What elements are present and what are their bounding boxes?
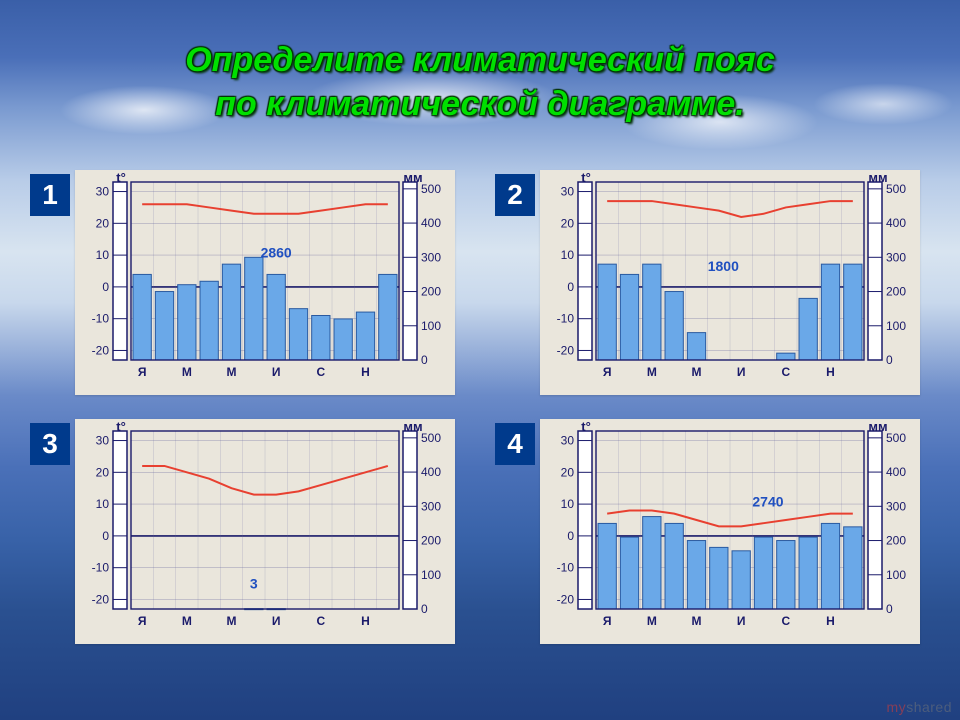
svg-text:300: 300 [886, 250, 906, 264]
svg-text:мм: мм [403, 170, 422, 185]
svg-text:20: 20 [96, 465, 110, 479]
svg-text:0: 0 [567, 529, 574, 543]
svg-text:-10: -10 [557, 312, 575, 326]
svg-text:М: М [692, 614, 702, 628]
watermark-suffix: shared [906, 699, 952, 715]
svg-text:300: 300 [421, 499, 441, 513]
svg-text:2740: 2740 [752, 493, 783, 509]
svg-text:И: И [737, 365, 746, 379]
svg-text:0: 0 [421, 353, 428, 367]
svg-text:500: 500 [421, 431, 441, 445]
svg-text:-20: -20 [92, 343, 110, 357]
svg-text:200: 200 [886, 285, 906, 299]
svg-text:10: 10 [561, 248, 575, 262]
svg-text:400: 400 [421, 216, 441, 230]
svg-text:И: И [737, 614, 746, 628]
svg-text:Я: Я [603, 614, 612, 628]
svg-text:мм: мм [403, 419, 422, 434]
svg-text:500: 500 [886, 182, 906, 196]
svg-text:300: 300 [886, 499, 906, 513]
svg-text:t°: t° [581, 170, 591, 185]
svg-text:100: 100 [421, 319, 441, 333]
svg-text:М: М [182, 614, 192, 628]
svg-text:Я: Я [603, 365, 612, 379]
svg-text:500: 500 [421, 182, 441, 196]
svg-text:0: 0 [567, 280, 574, 294]
svg-text:М: М [227, 614, 237, 628]
svg-text:-20: -20 [557, 343, 575, 357]
climate-chart-4: 2740-20-1001020300100200300400500t°ммЯММ… [540, 419, 920, 644]
svg-text:Н: Н [826, 614, 835, 628]
svg-text:0: 0 [886, 602, 893, 616]
svg-text:М: М [647, 365, 657, 379]
title-line-2: по климатической диаграмме. [215, 85, 745, 123]
svg-text:3: 3 [250, 575, 258, 591]
svg-text:С: С [781, 614, 790, 628]
svg-text:-20: -20 [557, 592, 575, 606]
svg-text:t°: t° [581, 419, 591, 434]
climate-chart-2: 1800-20-1001020300100200300400500t°ммЯММ… [540, 170, 920, 395]
svg-text:500: 500 [886, 431, 906, 445]
svg-text:М: М [227, 365, 237, 379]
svg-text:300: 300 [421, 250, 441, 264]
svg-text:И: И [272, 614, 281, 628]
svg-text:С: С [781, 365, 790, 379]
svg-text:t°: t° [116, 419, 126, 434]
svg-text:мм: мм [868, 170, 887, 185]
svg-text:М: М [692, 365, 702, 379]
badge-1: 1 [30, 174, 70, 216]
charts-grid: 1 2860-20-1001020300100200300400500t°ммЯ… [30, 170, 930, 644]
svg-text:t°: t° [116, 170, 126, 185]
svg-text:10: 10 [561, 497, 575, 511]
svg-text:20: 20 [96, 216, 110, 230]
svg-text:30: 30 [561, 185, 575, 199]
badge-4: 4 [495, 423, 535, 465]
svg-text:М: М [182, 365, 192, 379]
svg-text:Н: Н [361, 614, 370, 628]
watermark: myshared [887, 699, 952, 715]
svg-text:400: 400 [886, 216, 906, 230]
title-line-1: Определите климатический пояс [185, 41, 775, 79]
svg-text:Я: Я [138, 365, 147, 379]
climate-chart-1: 2860-20-1001020300100200300400500t°ммЯММ… [75, 170, 455, 395]
svg-text:100: 100 [886, 568, 906, 582]
svg-text:200: 200 [886, 534, 906, 548]
svg-text:0: 0 [886, 353, 893, 367]
svg-text:0: 0 [102, 280, 109, 294]
svg-text:Н: Н [361, 365, 370, 379]
svg-text:0: 0 [102, 529, 109, 543]
svg-text:20: 20 [561, 465, 575, 479]
badge-3: 3 [30, 423, 70, 465]
svg-text:10: 10 [96, 497, 110, 511]
svg-text:100: 100 [886, 319, 906, 333]
svg-text:20: 20 [561, 216, 575, 230]
svg-text:1800: 1800 [708, 258, 739, 274]
svg-text:100: 100 [421, 568, 441, 582]
svg-text:-20: -20 [92, 592, 110, 606]
slide-title: Определите климатический пояс по климати… [0, 38, 960, 126]
svg-text:-10: -10 [557, 561, 575, 575]
svg-text:С: С [316, 365, 325, 379]
svg-text:400: 400 [421, 465, 441, 479]
svg-text:-10: -10 [92, 561, 110, 575]
svg-text:30: 30 [96, 185, 110, 199]
svg-text:200: 200 [421, 534, 441, 548]
svg-text:мм: мм [868, 419, 887, 434]
svg-text:Н: Н [826, 365, 835, 379]
svg-text:М: М [647, 614, 657, 628]
svg-text:0: 0 [421, 602, 428, 616]
svg-text:С: С [316, 614, 325, 628]
svg-text:200: 200 [421, 285, 441, 299]
svg-text:Я: Я [138, 614, 147, 628]
svg-text:400: 400 [886, 465, 906, 479]
climate-chart-3: 3-20-1001020300100200300400500t°ммЯММИСН [75, 419, 455, 644]
svg-text:-10: -10 [92, 312, 110, 326]
svg-text:2860: 2860 [261, 244, 292, 260]
svg-text:И: И [272, 365, 281, 379]
svg-text:10: 10 [96, 248, 110, 262]
svg-text:30: 30 [561, 434, 575, 448]
watermark-prefix: my [887, 699, 907, 715]
svg-text:30: 30 [96, 434, 110, 448]
badge-2: 2 [495, 174, 535, 216]
